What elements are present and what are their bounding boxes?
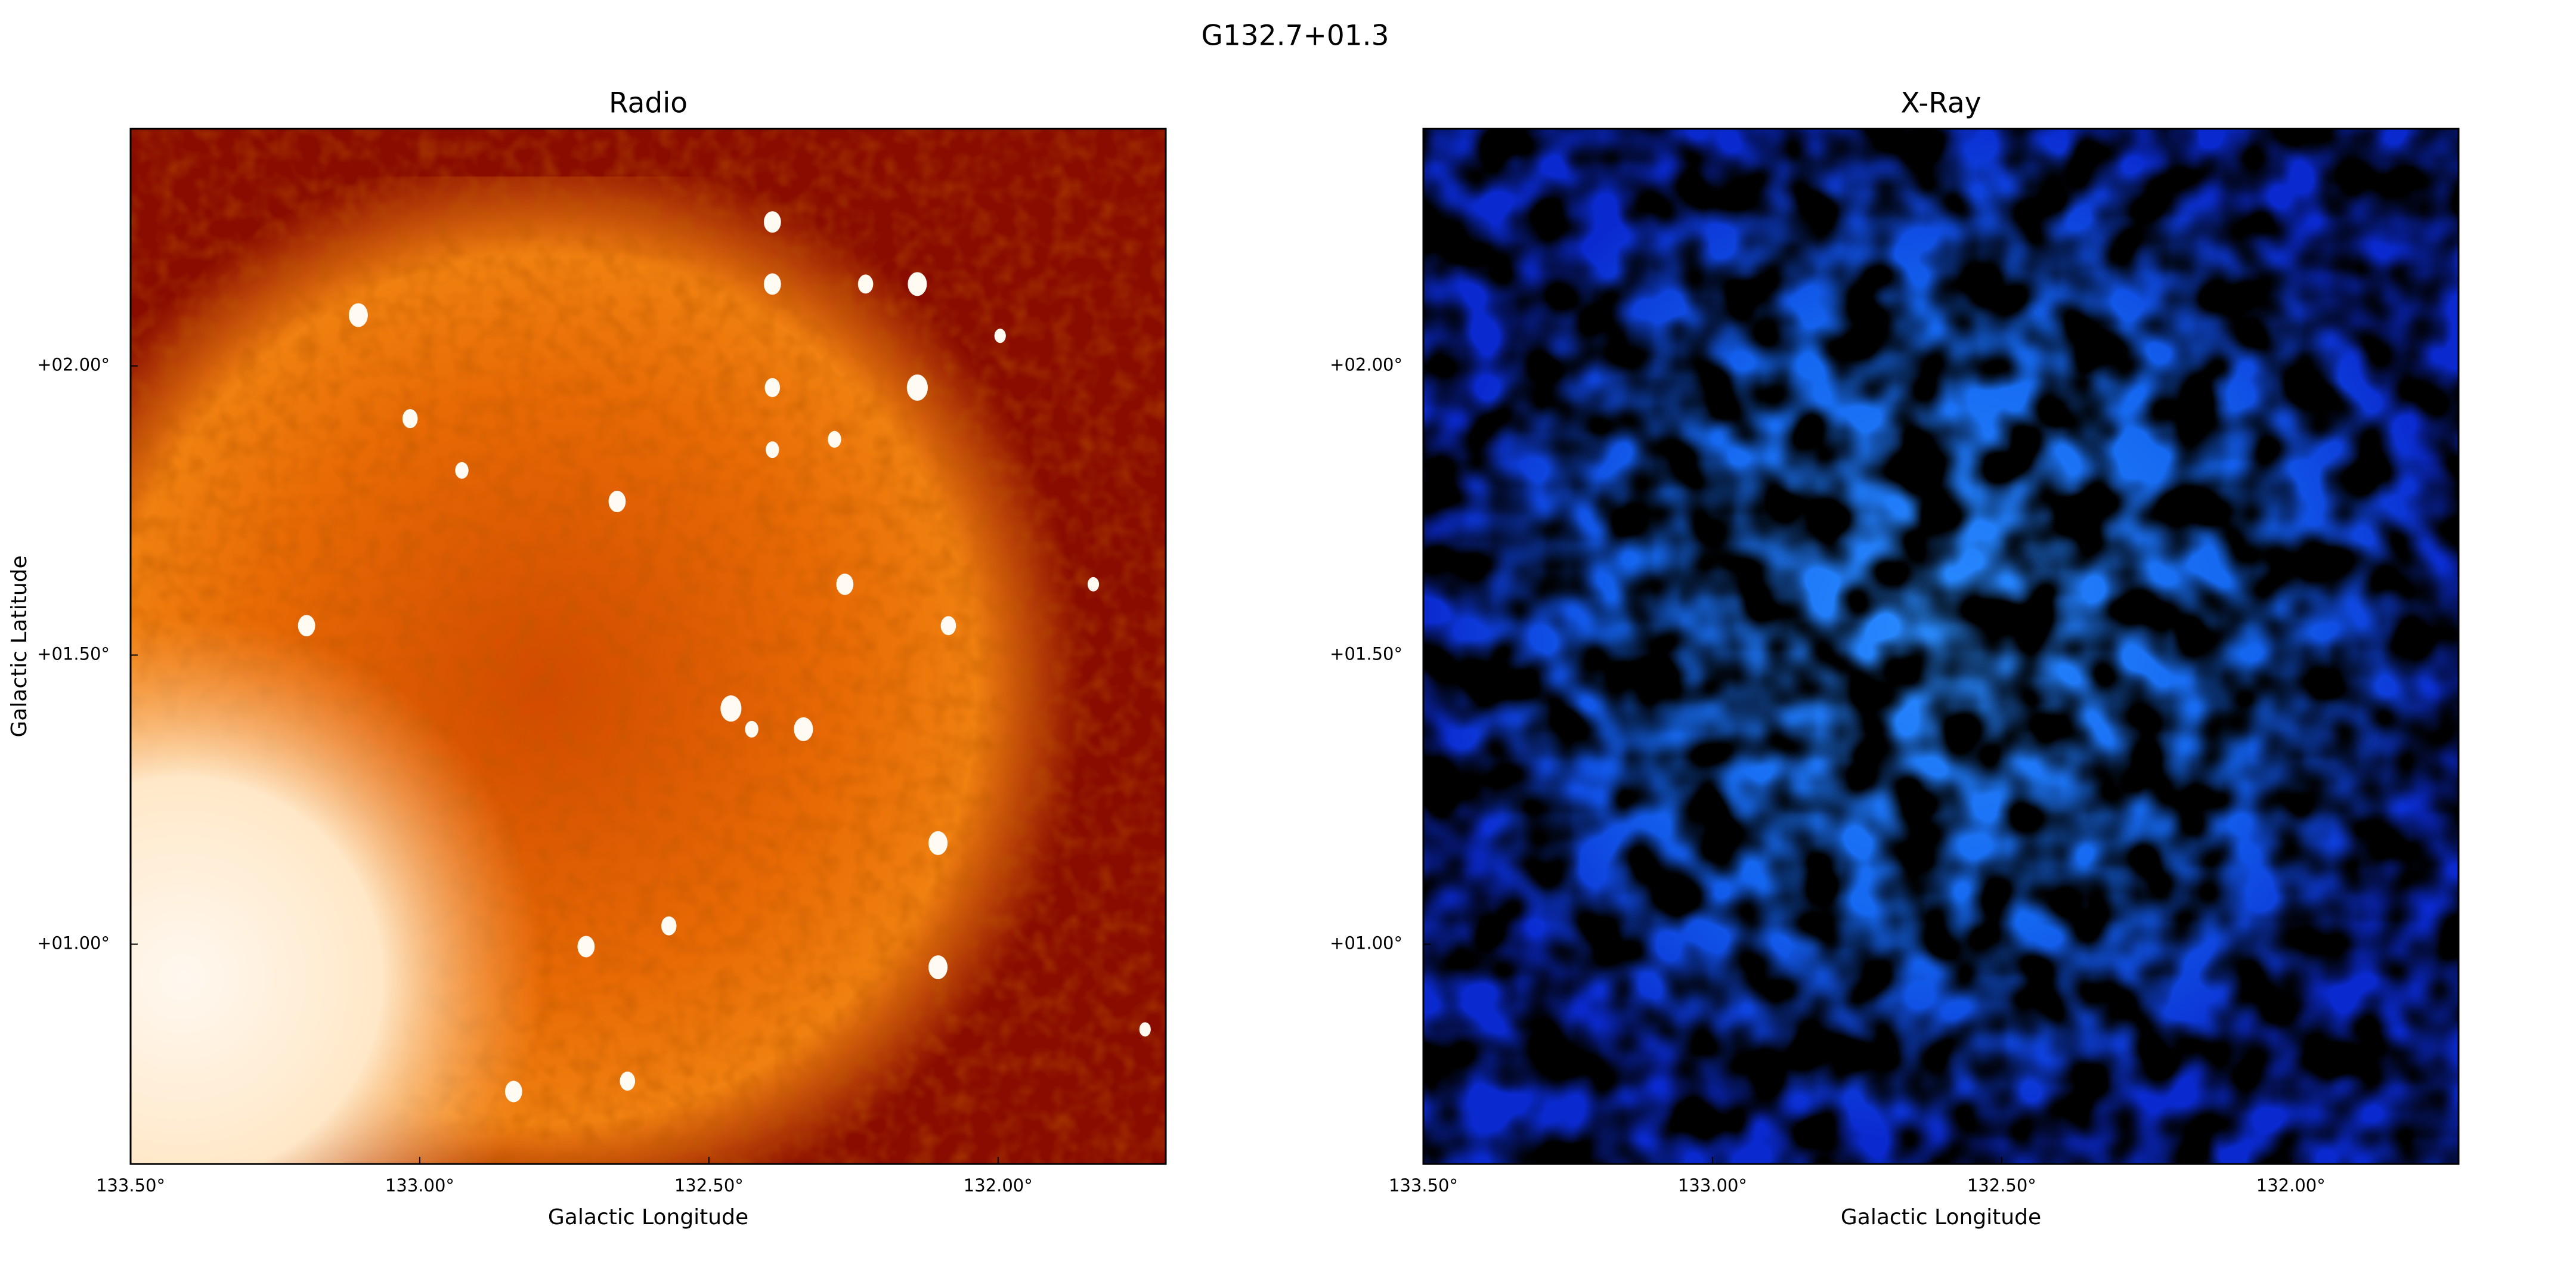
axes-frame bbox=[129, 128, 1167, 1165]
image-emission bbox=[1423, 129, 2459, 1164]
axes-frame bbox=[1422, 128, 2460, 1165]
point-source bbox=[298, 615, 315, 637]
x-tick-label: 132.00° bbox=[964, 1175, 1033, 1196]
point-source bbox=[763, 273, 781, 295]
image: 133.50° 133.00° 132.50° 132.00° +01.00° +01.5… bbox=[1330, 87, 2460, 1230]
point-source bbox=[908, 272, 927, 296]
point-source bbox=[763, 211, 781, 233]
image-bright bbox=[131, 129, 1166, 1164]
point-source bbox=[764, 378, 781, 397]
point-source bbox=[994, 329, 1006, 343]
y-tick-label: +01.00° bbox=[37, 933, 110, 953]
point-source bbox=[348, 303, 368, 327]
y-tick-label: +01.50° bbox=[37, 644, 110, 664]
point-source bbox=[608, 490, 626, 512]
point-source bbox=[906, 374, 928, 401]
x-tick-label: 132.00° bbox=[2256, 1175, 2326, 1196]
point-source bbox=[720, 695, 742, 722]
point-source bbox=[828, 431, 841, 448]
y-tick-label: +02.00° bbox=[1330, 355, 1402, 375]
x-tick-label: 133.50° bbox=[1389, 1175, 1458, 1196]
point-source bbox=[745, 720, 758, 738]
image: 133.50° 133.00° 132.50° 132.00° +01.00° +01.5… bbox=[7, 87, 1167, 1230]
x-tick-label: 132.50° bbox=[1967, 1175, 2036, 1196]
point-source bbox=[1087, 577, 1100, 592]
axes-title: Radio bbox=[609, 87, 688, 120]
point-source bbox=[455, 462, 469, 479]
y-tick-label: +01.50° bbox=[1330, 644, 1402, 664]
point-source bbox=[504, 1080, 522, 1103]
point-source bbox=[836, 573, 854, 595]
point-source bbox=[928, 831, 948, 855]
x-tick-label: 133.50° bbox=[96, 1175, 165, 1196]
point-source bbox=[1139, 1022, 1151, 1037]
point-source bbox=[940, 616, 956, 636]
y-tick-label: +02.00° bbox=[37, 355, 110, 375]
point-source bbox=[766, 441, 779, 459]
x-tick-label: 133.00° bbox=[1678, 1175, 1747, 1196]
x-axis-label: Galactic Longitude bbox=[1841, 1205, 2041, 1230]
point-source bbox=[620, 1072, 636, 1091]
x-tick-label: 133.00° bbox=[385, 1175, 454, 1196]
figure-title: G132.7+01.3 bbox=[1201, 20, 1389, 52]
point-source bbox=[794, 717, 813, 741]
point-source bbox=[577, 936, 595, 958]
axes-title: X-Ray bbox=[1900, 87, 1981, 120]
point-source bbox=[928, 955, 948, 980]
y-tick-label: +01.00° bbox=[1330, 933, 1402, 953]
point-source bbox=[402, 409, 418, 429]
point-source bbox=[661, 916, 677, 936]
y-axis-label: Galactic Latitude bbox=[7, 555, 32, 737]
x-axis-label: Galactic Longitude bbox=[548, 1205, 748, 1230]
x-tick-label: 132.50° bbox=[674, 1175, 744, 1196]
point-source bbox=[857, 274, 874, 294]
